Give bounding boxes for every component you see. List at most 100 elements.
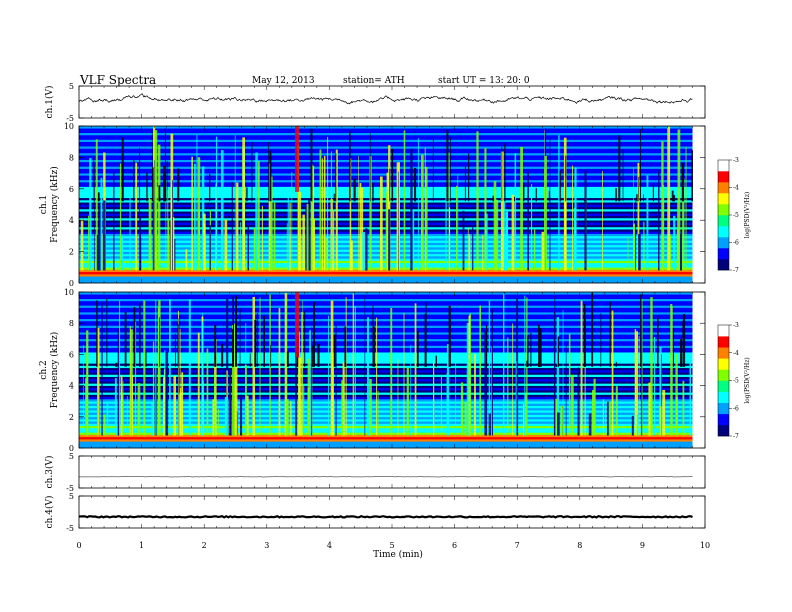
y-tick-label: -5 xyxy=(66,114,74,123)
colorbar-swatch xyxy=(718,417,729,420)
x-tick-label: 6 xyxy=(452,541,457,550)
dark-gap xyxy=(391,148,394,202)
y-tick-label: 0 xyxy=(69,279,74,288)
sferic-streak xyxy=(574,167,577,271)
dark-gap xyxy=(681,163,684,202)
sferic-streak xyxy=(220,150,224,271)
dark-gap xyxy=(311,345,314,367)
dark-gap xyxy=(591,292,594,367)
frequency-band xyxy=(79,278,693,282)
sferic-streak xyxy=(178,311,179,436)
colorbar-swatch xyxy=(718,237,729,240)
sferic-streak xyxy=(440,375,442,436)
sferic-streak xyxy=(102,200,106,271)
sferic-streak xyxy=(172,217,175,271)
frequency-band xyxy=(79,398,693,402)
sferic-streak xyxy=(119,300,121,436)
sferic-streak xyxy=(367,317,369,436)
dark-gap xyxy=(158,185,161,202)
y-tick-label: 2 xyxy=(69,248,74,257)
colorbar-swatch xyxy=(718,218,729,221)
dark-gap xyxy=(492,195,494,202)
sferic-streak xyxy=(164,350,166,436)
frequency-band xyxy=(79,376,693,380)
sferic-streak xyxy=(305,205,308,271)
colorbar-swatch xyxy=(718,343,729,346)
dark-gap xyxy=(424,313,427,367)
sferic-streak xyxy=(512,323,514,436)
y-tick-label: 5 xyxy=(69,492,74,501)
sferic-streak xyxy=(117,327,120,436)
sferic-streak xyxy=(479,305,482,436)
sferic-streak xyxy=(358,156,359,271)
frequency-band xyxy=(79,141,693,145)
sferic-streak xyxy=(558,135,560,271)
frequency-band xyxy=(79,298,693,302)
colorbar-swatch xyxy=(718,349,729,352)
dark-gap xyxy=(151,131,153,202)
frequency-band xyxy=(79,292,693,295)
colorbar-tick-label: -4 xyxy=(733,350,739,357)
dark-gap xyxy=(523,183,525,202)
sferic-streak xyxy=(476,131,479,271)
sferic-streak xyxy=(456,185,458,271)
colorbar-swatch xyxy=(718,176,729,179)
sferic-streak xyxy=(135,162,138,271)
dark-gap xyxy=(145,350,147,367)
sferic-streak xyxy=(516,298,519,436)
colorbar-swatch xyxy=(718,339,729,342)
frequency-band xyxy=(79,372,693,375)
sferic-streak xyxy=(396,162,400,271)
frequency-band xyxy=(79,148,693,151)
x-tick-label: 2 xyxy=(202,541,207,550)
sferic-streak xyxy=(602,399,604,436)
x-axis-label: Time (min) xyxy=(373,549,423,560)
y-axis-label: Frequency (kHz) xyxy=(49,332,60,409)
y-tick-label: 8 xyxy=(69,153,74,162)
sferic-streak xyxy=(457,175,459,271)
sferic-streak xyxy=(234,135,236,271)
sferic-streak xyxy=(245,323,247,436)
sferic-streak xyxy=(181,372,184,436)
sferic-streak xyxy=(577,367,580,436)
colorbar-swatch xyxy=(718,253,729,256)
colorbar-swatch xyxy=(718,365,729,368)
colorbar-swatch xyxy=(718,163,729,166)
panel-frame xyxy=(78,85,706,119)
colorbar-swatch xyxy=(718,432,729,435)
colorbar-swatch xyxy=(718,415,729,418)
frequency-band xyxy=(79,274,693,277)
colorbar-swatch xyxy=(718,251,729,254)
sferic-streak xyxy=(467,227,469,271)
sferic-streak xyxy=(291,172,293,271)
sferic-streak xyxy=(119,163,122,271)
frequency-band xyxy=(79,443,693,447)
dark-gap xyxy=(583,199,585,202)
sferic-streak xyxy=(97,327,100,436)
dark-gap xyxy=(501,146,503,202)
colorbar-swatch xyxy=(718,220,729,223)
sferic-streak xyxy=(648,382,651,436)
frequency-band xyxy=(79,403,693,406)
sferic-streak xyxy=(491,308,493,436)
x-tick-label: 8 xyxy=(577,541,582,550)
sferic-streak xyxy=(421,154,424,271)
frequency-band xyxy=(79,188,693,192)
sferic-streak xyxy=(101,302,103,436)
sferic-streak xyxy=(469,234,471,271)
sferic-streak xyxy=(191,156,193,271)
colorbar-swatch xyxy=(718,200,729,203)
sferic-streak xyxy=(261,206,263,271)
sferic-streak xyxy=(449,207,451,271)
y-axis-label: ch.1(V) xyxy=(44,86,55,119)
dark-gap xyxy=(372,182,374,202)
sferic-streak xyxy=(689,357,691,436)
sferic-streak xyxy=(137,383,141,436)
sferic-streak xyxy=(341,380,344,436)
frequency-band xyxy=(79,385,693,389)
dark-gap xyxy=(526,360,528,367)
dark-gap xyxy=(249,353,251,367)
dark-gap xyxy=(304,311,306,367)
colorbar-swatch xyxy=(718,408,729,411)
dark-gap xyxy=(333,193,335,202)
